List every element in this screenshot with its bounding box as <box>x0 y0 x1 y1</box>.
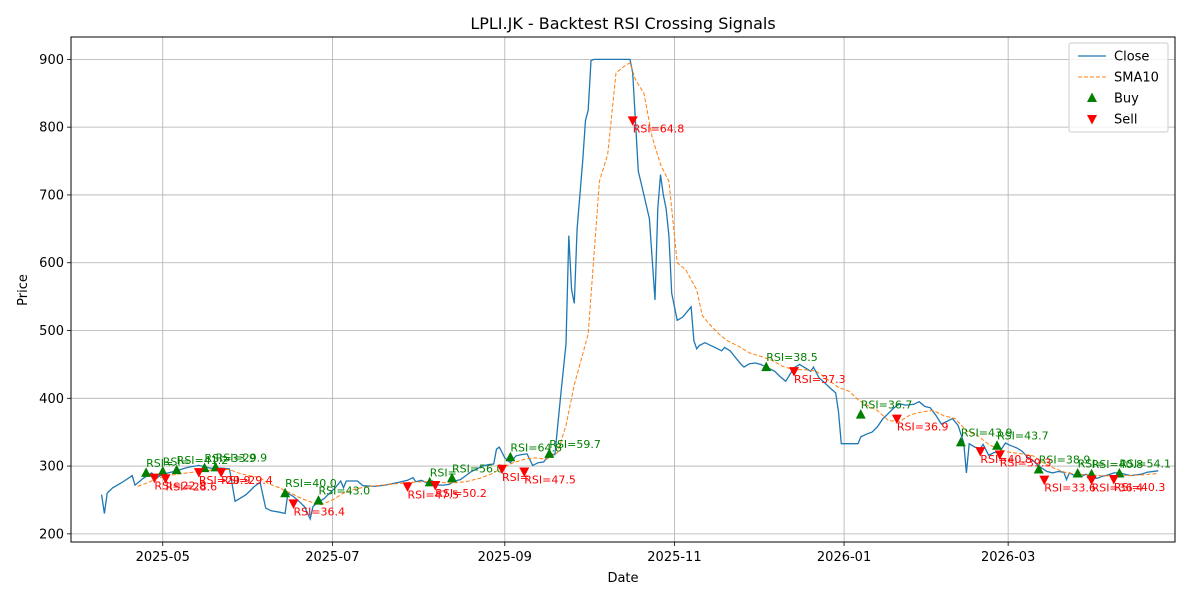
buy-signal-label: RSI=43.9 <box>961 426 1013 439</box>
sell-signal-label: RSI=47.5 <box>407 488 459 501</box>
sell-marker <box>288 499 299 509</box>
sell-signal-label: RSI=36.9 <box>897 421 949 434</box>
sell-marker <box>149 473 160 484</box>
sell-marker <box>994 450 1005 461</box>
sell-signal-label: RSI=47.5 <box>524 474 576 487</box>
y-tick-label: 400 <box>39 392 64 407</box>
buy-signal-label: RSI= <box>1078 458 1105 471</box>
buy-marker <box>855 409 866 419</box>
sell-signal-label: RSI=37.3 <box>794 373 846 386</box>
buy-marker <box>1033 463 1044 474</box>
x-tick-label: 2025-07 <box>305 550 359 565</box>
buy-signal-label: RSI=40.0 <box>285 477 337 490</box>
buy-signal-label: RSI=38.9 <box>1039 453 1091 466</box>
y-tick-label: 300 <box>39 460 64 475</box>
buy-signal-label: RSI=33.9 <box>204 452 256 465</box>
legend-label: Close <box>1114 50 1149 65</box>
sell-marker <box>1039 475 1050 486</box>
sma10-line <box>137 62 1159 506</box>
x-tick-label: 2025-11 <box>647 550 701 565</box>
buy-signal-label: RSI= <box>146 457 173 470</box>
sell-signal-label: RSI=22.8 <box>154 480 206 493</box>
x-tick-label: 2025-09 <box>478 550 532 565</box>
sell-marker <box>519 467 530 478</box>
sell-signal-label: RSI=36.4 <box>1092 482 1144 495</box>
x-axis: 2025-05 2025-07 2025-09 2025-11 2026-01 2026-… <box>136 542 1035 565</box>
legend-buy-swatch <box>1087 92 1097 102</box>
sell-marker <box>627 116 638 126</box>
y-tick-label: 200 <box>39 527 64 542</box>
legend-label: Sell <box>1114 113 1137 128</box>
sell-marker <box>402 482 413 492</box>
sell-marker <box>430 481 441 491</box>
sell-signal-label: RSI=33.6 <box>1044 482 1096 495</box>
sell-marker <box>216 468 227 478</box>
sell-signal-label: RSI=40.3 <box>1114 481 1166 494</box>
buy-marker <box>955 436 966 447</box>
sell-signal-label: RSI=50.2 <box>435 487 487 500</box>
x-tick-label: 2025-05 <box>136 550 190 565</box>
buy-signal-label: RSI=40.8 <box>1092 458 1144 471</box>
sell-marker <box>160 474 171 484</box>
series-layer <box>100 58 1159 522</box>
plot-frame <box>70 36 1176 543</box>
buy-signal-label: RSI=59.7 <box>549 438 601 451</box>
sell-marker <box>497 464 508 475</box>
buy-signal-label: RSI=54.1 <box>1119 458 1171 471</box>
buy-signal-label: RSI=29.9 <box>216 451 268 464</box>
y-tick-label: 700 <box>39 188 64 203</box>
signals-layer: RSI=RSI=RSI=41.2RSI=33.9RSI=29.9RSI=40.0… <box>141 116 1171 518</box>
buy-marker <box>992 440 1003 450</box>
y-tick-label: 900 <box>39 53 64 68</box>
y-axis-title: Price <box>16 274 31 306</box>
x-axis-title: Date <box>607 571 638 586</box>
legend-label: Buy <box>1114 92 1139 107</box>
buy-signal-label: RSI= <box>163 456 190 469</box>
y-tick-label: 800 <box>39 121 64 136</box>
buy-marker <box>446 472 457 483</box>
chart-title: LPLI.JK - Backtest RSI Crossing Signals <box>470 14 775 33</box>
buy-marker <box>1072 468 1083 478</box>
y-tick-label: 500 <box>39 324 64 339</box>
y-tick-label: 600 <box>39 256 64 271</box>
buy-marker <box>544 448 555 458</box>
sell-signal-label: RSI=64.8 <box>633 122 685 135</box>
sell-signal-label: RSI=36.4 <box>293 505 345 518</box>
x-tick-label: 2026-03 <box>981 550 1035 565</box>
sell-signal-label: RSI=40.8 <box>980 453 1032 466</box>
sell-signal-label: RSI= <box>502 471 529 484</box>
sell-marker <box>193 468 204 478</box>
buy-signal-label: RSI=36.7 <box>861 399 913 412</box>
sell-marker <box>891 414 902 425</box>
sell-marker <box>975 447 986 457</box>
buy-signal-label: RSI=56.0 <box>452 462 504 475</box>
buy-signal-label: RSI=43.7 <box>997 430 1049 443</box>
legend-sell-swatch <box>1087 115 1097 125</box>
buy-signal-label: RSI= <box>430 466 457 479</box>
buy-signal-label: RSI=38.5 <box>766 351 818 364</box>
buy-signal-label: RSI=43.0 <box>318 485 370 498</box>
buy-marker <box>761 361 772 372</box>
sell-marker <box>1108 474 1119 485</box>
sell-signal-label: RSI=39.3 <box>1000 457 1052 470</box>
legend: Close SMA10 Buy Sell <box>1068 42 1169 133</box>
sell-signal-label: RSI=28.6 <box>166 480 218 493</box>
sell-marker <box>1086 475 1097 486</box>
sell-signal-label: RSI=29.9 <box>199 474 251 487</box>
x-tick-label: 2026-01 <box>817 550 871 565</box>
legend-label: SMA10 <box>1114 71 1159 86</box>
buy-marker <box>141 467 152 477</box>
buy-marker <box>280 487 291 498</box>
sell-signal-label: RSI=29.4 <box>221 474 273 487</box>
buy-marker <box>505 451 516 462</box>
y-axis: 200 300 400 500 600 700 800 900 <box>39 53 71 542</box>
buy-marker <box>171 464 182 475</box>
close-price-line <box>100 58 1159 522</box>
legend-frame <box>1068 42 1169 133</box>
buy-marker <box>313 495 324 505</box>
sell-marker <box>789 367 800 377</box>
buy-marker <box>157 466 168 476</box>
